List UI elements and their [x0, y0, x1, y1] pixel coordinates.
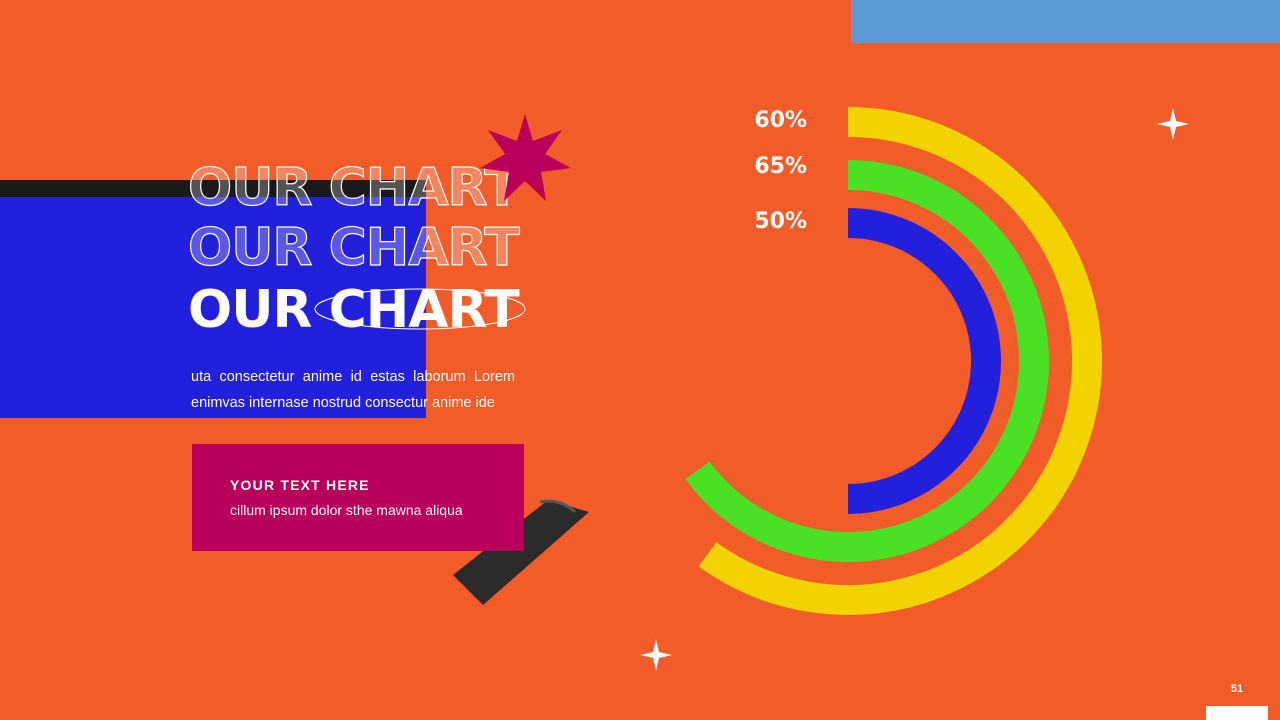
body-line-1: uta consectetur anime id estas laborum L… [191, 369, 515, 385]
tape-decoration [453, 499, 589, 605]
title-ellipse [314, 288, 526, 330]
page-tab [1206, 706, 1268, 720]
card-title: YOUR TEXT HERE [230, 477, 370, 493]
black-accent-bar [0, 180, 426, 197]
page-number: 51 [1230, 683, 1244, 695]
label-65: 65% [754, 154, 807, 179]
radial-bar-65 [685, 160, 1049, 562]
radial-bar-60 [698, 107, 1102, 615]
page-title: OUR CHART [188, 280, 520, 340]
radial-bar-50 [847, 208, 1001, 514]
label-50: 50% [754, 209, 807, 234]
label-60: 60% [754, 108, 807, 133]
title-outline-1: OUR CHART [187, 157, 520, 218]
text-card: YOUR TEXT HERE cillum ipsum dolor sthe m… [192, 444, 524, 551]
star-burst-icon [480, 114, 571, 201]
title-outline-2: OUR CHART [187, 217, 520, 278]
body-line-2: enimvas internase nostrud consectur anim… [191, 395, 495, 411]
blue-panel [0, 197, 426, 418]
body-text: uta consectetur anime id estas laborum L… [191, 364, 515, 416]
card-text: cillum ipsum dolor sthe mawna aliqua [230, 502, 463, 518]
top-accent-bar [851, 0, 1280, 43]
sparkle-icon [640, 639, 672, 671]
sparkle-icon [1157, 108, 1189, 140]
